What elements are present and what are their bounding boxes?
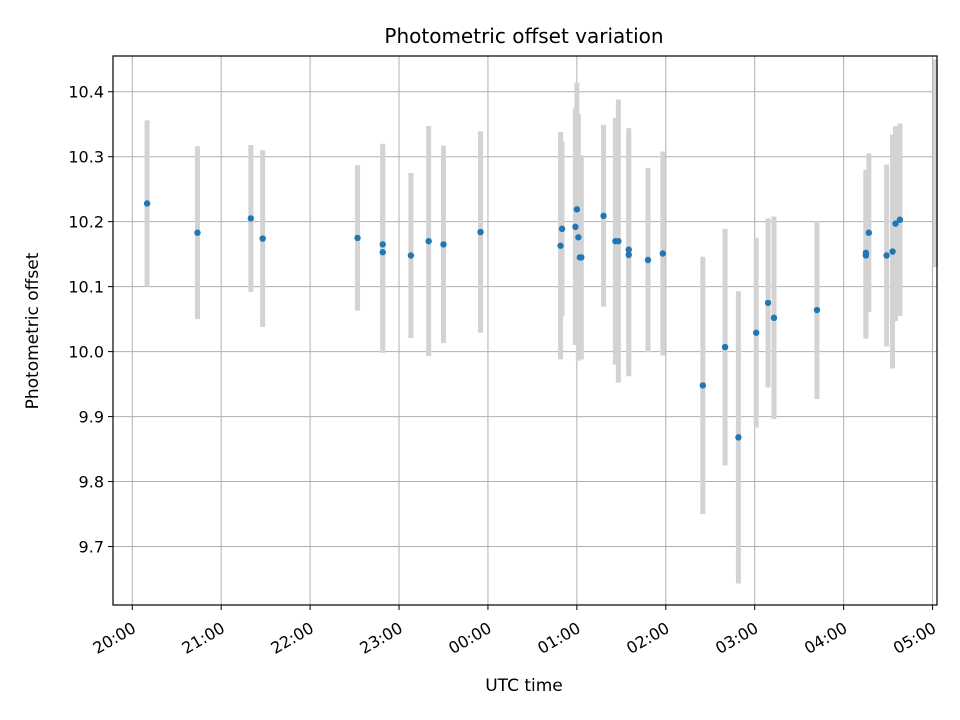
data-point (752, 329, 760, 336)
y-tick-label: 10.1 (68, 278, 104, 297)
data-point (578, 254, 585, 261)
data-point (354, 234, 361, 242)
data-point (659, 250, 667, 257)
data-point (407, 252, 415, 259)
y-axis-label: Photometric offset (23, 252, 43, 409)
data-point (644, 256, 652, 264)
data-point (764, 299, 772, 307)
data-points (143, 200, 904, 441)
y-tick-label: 9.9 (79, 408, 104, 427)
data-point (379, 249, 386, 256)
data-point (813, 306, 821, 314)
data-point (575, 234, 582, 241)
data-point (425, 237, 432, 245)
y-tick-label: 10.0 (68, 343, 104, 362)
data-point (770, 314, 778, 322)
data-point (735, 434, 742, 441)
data-point (896, 216, 904, 223)
data-point (558, 225, 566, 233)
y-axis-ticks: 9.7 9.8 9.9 10.0 10.1 10.2 10.3 10.4 (68, 83, 113, 557)
data-point (889, 248, 896, 255)
y-tick-label: 10.3 (68, 148, 104, 167)
data-point (194, 229, 201, 236)
data-point (699, 382, 707, 389)
data-point (862, 252, 870, 259)
data-point (615, 237, 622, 245)
data-point (477, 228, 484, 236)
data-point (247, 215, 255, 222)
data-point (625, 251, 632, 259)
data-point (259, 235, 266, 242)
data-point (557, 242, 564, 249)
y-tick-label: 10.4 (68, 83, 104, 102)
y-tick-label: 9.8 (79, 473, 104, 492)
data-point (440, 241, 447, 248)
data-point (600, 212, 607, 220)
chart-title: Photometric offset variation (384, 24, 663, 48)
data-point (143, 200, 151, 207)
plot-frame (112, 55, 938, 606)
data-point (865, 229, 873, 236)
data-point (572, 223, 579, 231)
data-point (573, 206, 581, 213)
x-axis-label: UTC time (485, 676, 563, 696)
data-point (883, 252, 890, 259)
data-point (379, 241, 386, 248)
y-tick-label: 10.2 (68, 213, 104, 232)
data-point (721, 343, 729, 351)
data-point (625, 246, 632, 253)
y-tick-label: 9.7 (79, 538, 104, 557)
data-point (892, 220, 899, 227)
